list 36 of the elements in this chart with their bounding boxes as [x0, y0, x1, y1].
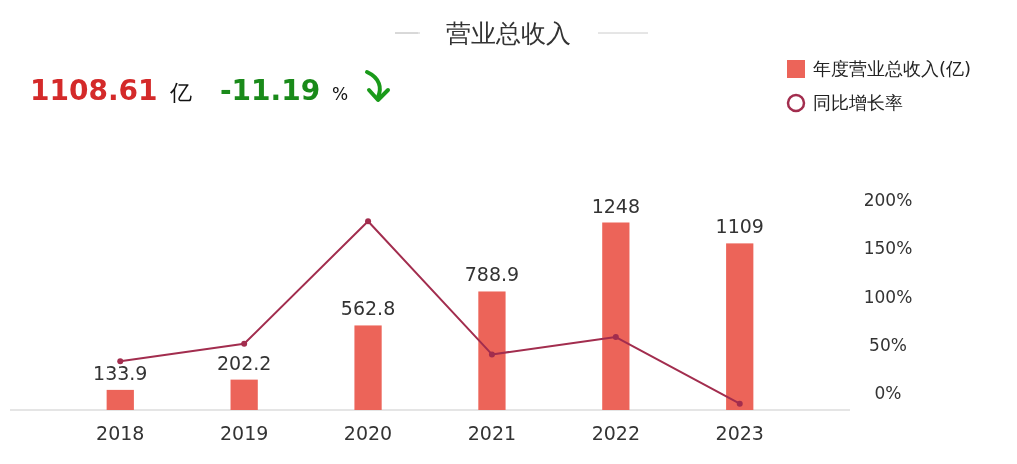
- data-label: 562.8: [340, 297, 396, 320]
- y2-tick-label: 200%: [863, 190, 913, 210]
- y2-tick-label: 100%: [863, 286, 913, 307]
- data-label: 1109: [715, 215, 764, 238]
- x-tick-label: 2023: [715, 422, 764, 444]
- legend-label: 同比增长率: [813, 92, 903, 113]
- x-tick-label: 2019: [219, 422, 269, 444]
- bar: [726, 243, 754, 410]
- legend-label: 年度营业总收入(亿): [813, 58, 972, 79]
- data-label: 202.2: [216, 351, 272, 374]
- text: -11.19: [220, 74, 321, 107]
- data-label: 133.9: [93, 361, 148, 384]
- chart-title: 营业总收入: [445, 19, 571, 48]
- bar: [478, 291, 506, 410]
- data-label: 1248: [591, 194, 641, 217]
- text: 亿: [169, 80, 192, 105]
- bar: [602, 222, 630, 410]
- bar: [354, 325, 382, 410]
- point: [612, 334, 619, 341]
- point: [241, 340, 248, 347]
- data-label: 788.9: [464, 263, 520, 286]
- bar: [106, 389, 134, 410]
- y2-tick-label: 0%: [874, 383, 902, 404]
- x-tick-label: 2021: [467, 422, 517, 444]
- bar: [230, 379, 258, 410]
- point: [488, 351, 495, 358]
- point: [365, 218, 372, 225]
- y2-tick-label: 50%: [869, 334, 907, 355]
- y2-tick-label: 150%: [863, 238, 913, 259]
- x-tick-label: 2018: [96, 422, 145, 444]
- x-tick-label: 2020: [343, 422, 393, 444]
- text: %: [332, 84, 349, 104]
- point: [736, 400, 743, 407]
- x-tick-label: 2022: [591, 422, 641, 444]
- point: [117, 358, 124, 365]
- text: 1108.61: [30, 74, 158, 107]
